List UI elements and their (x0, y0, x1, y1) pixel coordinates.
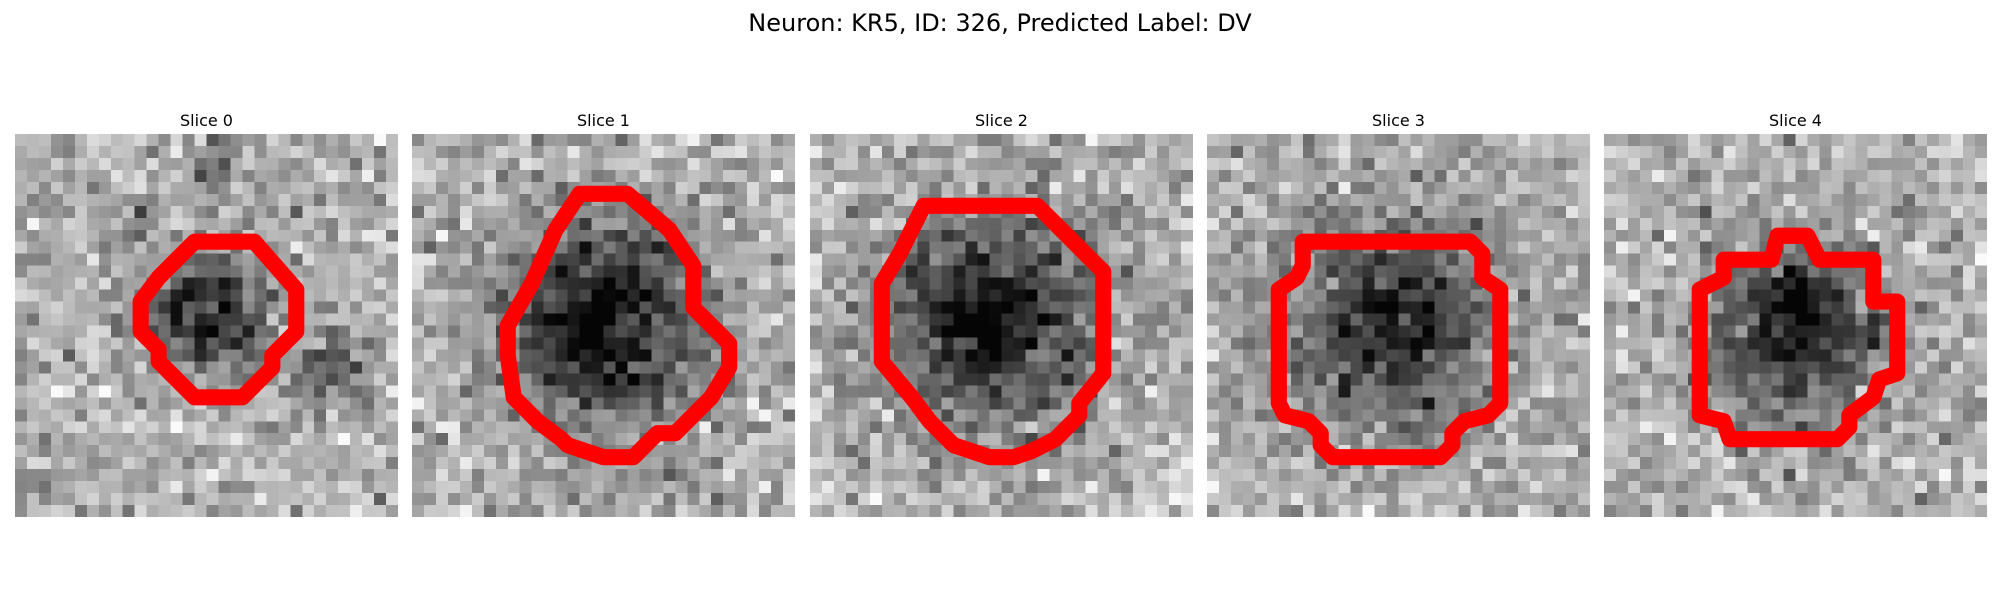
slice-image-2 (810, 134, 1193, 517)
slice-title: Slice 4 (1769, 111, 1822, 130)
figure-title: Neuron: KR5, ID: 326, Predicted Label: D… (748, 9, 1252, 37)
neuron-outline (1691, 227, 1906, 448)
slice-image-3 (1207, 134, 1590, 517)
slice-panel-1: Slice 1 (412, 108, 795, 517)
slice-title: Slice 2 (975, 111, 1028, 130)
slice-title: Slice 1 (577, 111, 630, 130)
slice-panel-4: Slice 4 (1604, 108, 1987, 517)
neuron-outline (499, 185, 738, 466)
slice-panel-3: Slice 3 (1207, 108, 1590, 517)
slice-title: Slice 0 (180, 111, 233, 130)
slice-title: Slice 3 (1372, 111, 1425, 130)
slice-image-4 (1604, 134, 1987, 517)
neuron-outline (132, 233, 305, 406)
neuron-outline (873, 197, 1112, 466)
neuron-outline (1270, 233, 1509, 466)
slice-image-1 (412, 134, 795, 517)
slice-panel-0: Slice 0 (15, 108, 398, 517)
slice-image-0 (15, 134, 398, 517)
slice-panel-2: Slice 2 (810, 108, 1193, 517)
